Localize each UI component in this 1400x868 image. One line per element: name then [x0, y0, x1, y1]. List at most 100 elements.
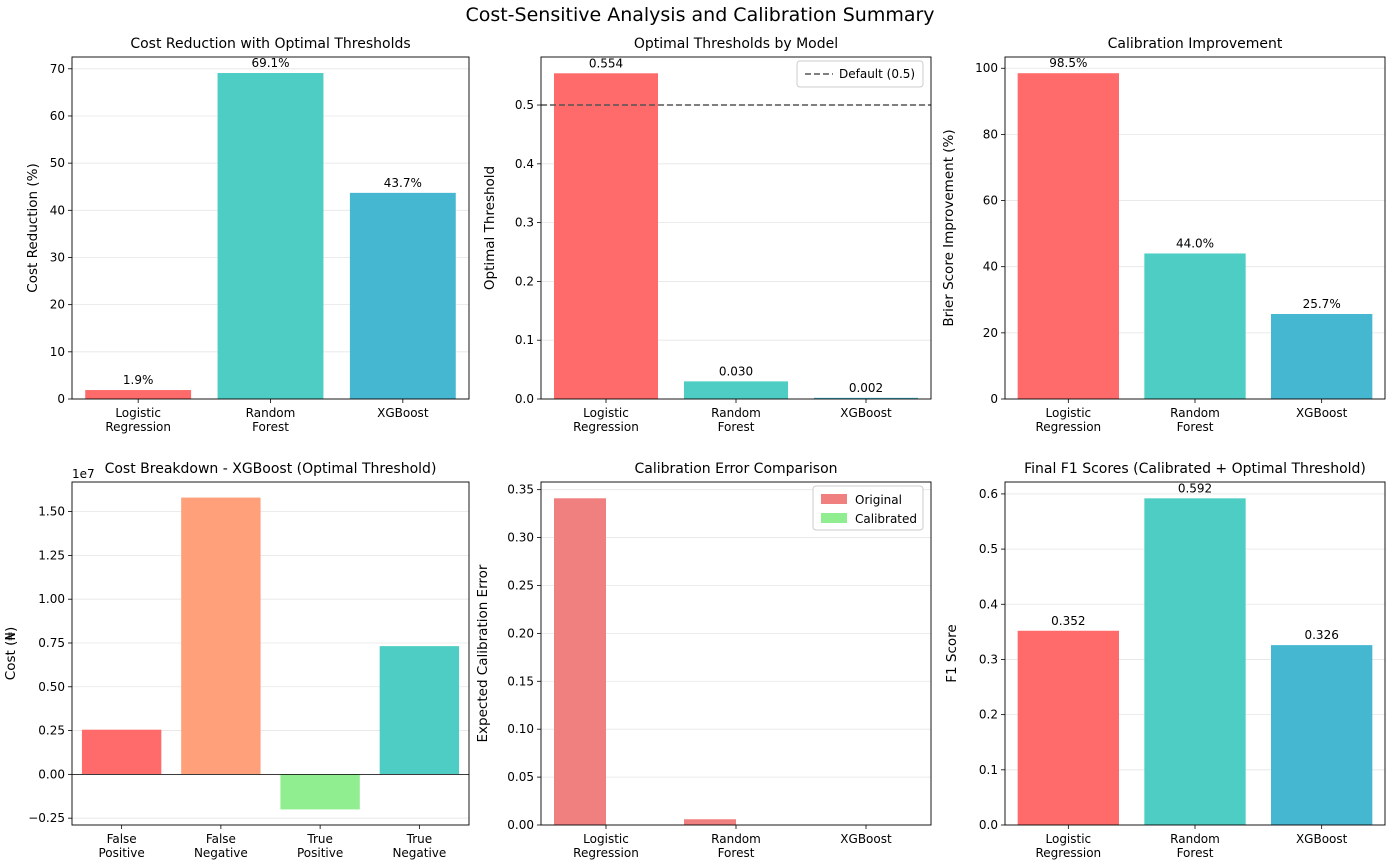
y-tick-label: 0.05: [507, 770, 534, 784]
y-tick-label: 80: [983, 127, 998, 141]
x-tick-label: Random Forest: [1170, 832, 1220, 860]
bar-false-positive: [81, 729, 162, 775]
y-tick-label: 0.1: [979, 763, 998, 777]
legend-label: Calibrated: [855, 512, 917, 526]
data-label: 43.7%: [384, 176, 422, 190]
y-tick-label: 1.50: [38, 505, 65, 519]
bar-true-positive: [280, 774, 360, 810]
y-tick-label: 0.20: [507, 626, 534, 640]
y-tick-label: 10: [50, 345, 65, 359]
y-tick-label: 0.4: [979, 597, 998, 611]
y-axis-label: Expected Calibration Error: [475, 564, 491, 742]
y-tick-label: 0.30: [507, 531, 534, 545]
data-label: 1.9%: [123, 373, 154, 387]
x-tick-label: XGBoost: [377, 406, 429, 420]
panel-title: Cost Reduction with Optimal Thresholds: [130, 36, 410, 52]
x-tick-label: True Negative: [392, 832, 446, 860]
axes-frame: [71, 481, 470, 826]
bar-xgboost: [1271, 645, 1373, 825]
y-tick-label: 40: [983, 260, 998, 274]
y-tick-label: 0: [57, 392, 65, 406]
y-tick-label: 60: [50, 109, 65, 123]
bar-xgboost: [349, 192, 456, 399]
data-label: 25.7%: [1303, 297, 1341, 311]
bar-random-forest: [684, 381, 788, 399]
x-tick-label: Logistic Regression: [573, 406, 639, 434]
y-tick-label: 70: [50, 62, 65, 76]
figure-title: Cost-Sensitive Analysis and Calibration …: [465, 4, 935, 26]
axes-frame: [1004, 481, 1386, 826]
bar-original-random-forest: [684, 819, 736, 825]
y-tick-label: 0.5: [515, 98, 534, 112]
x-tick-label: XGBoost: [840, 832, 892, 846]
panel-title: Final F1 Scores (Calibrated + Optimal Th…: [1024, 461, 1366, 477]
y-tick-label: 0.25: [507, 578, 534, 592]
data-label: 69.1%: [251, 56, 289, 70]
panel-title: Calibration Improvement: [1108, 36, 1283, 52]
bar-random-forest: [217, 73, 324, 399]
x-tick-label: Logistic Regression: [105, 406, 171, 434]
axes-frame: [540, 56, 932, 400]
x-tick-label: Logistic Regression: [1036, 832, 1102, 860]
x-tick-label: Logistic Regression: [573, 832, 639, 860]
legend-swatch: [821, 513, 847, 523]
legend-label: Default (0.5): [839, 67, 915, 81]
y-tick-label: 0.25: [38, 724, 65, 738]
x-tick-label: Random Forest: [246, 406, 296, 434]
y-tick-label: 0.1: [515, 333, 534, 347]
bar-random-forest: [1144, 253, 1246, 399]
panel-3: Calibration Improvement 0 20 40 60 80 100 Brier…: [941, 36, 1386, 434]
panel-2: Optimal Thresholds by Model 0.0 0.1 0.2 0.3 0…: [482, 36, 932, 434]
y-tick-label: 0.15: [507, 674, 534, 688]
y-tick-label: 0.2: [515, 274, 534, 288]
y-tick-label: 20: [983, 326, 998, 340]
data-label: 0.554: [589, 56, 623, 70]
y-tick-label: 0.2: [979, 708, 998, 722]
data-label: 0.352: [1051, 614, 1085, 628]
data-label: 44.0%: [1176, 236, 1214, 250]
y-axis-label: Cost (₦): [3, 627, 19, 680]
x-tick-label: False Positive: [98, 832, 144, 860]
y-axis-label: F1 Score: [944, 624, 960, 682]
x-tick-label: Random Forest: [711, 406, 761, 434]
y-tick-label: 100: [975, 61, 998, 75]
y-tick-label: 40: [50, 203, 65, 217]
y-tick-label: 0.5: [979, 542, 998, 556]
bar-xgboost: [814, 397, 918, 399]
legend-swatch: [821, 494, 847, 504]
panel-title: Optimal Thresholds by Model: [634, 36, 838, 52]
y-tick-label: 0.35: [507, 483, 534, 497]
x-tick-label: XGBoost: [1296, 832, 1348, 846]
x-tick-label: XGBoost: [1296, 406, 1348, 420]
bar-logistic-regression: [1017, 73, 1119, 399]
y-tick-label: 0.4: [515, 157, 534, 171]
bar-random-forest: [1144, 498, 1246, 825]
panel-title: Cost Breakdown - XGBoost (Optimal Thresh…: [105, 461, 437, 477]
axes-frame: [1004, 56, 1386, 400]
y-tick-label: 0.00: [507, 818, 534, 832]
panel-1: Cost Reduction with Optimal Thresholds 0 1…: [25, 36, 470, 434]
panel-title: Calibration Error Comparison: [634, 461, 837, 477]
bar-xgboost: [1271, 313, 1373, 399]
y-tick-label: 0.3: [515, 216, 534, 230]
y-axis-label: Brier Score Improvement (%): [941, 129, 957, 326]
data-label: 0.002: [849, 381, 883, 395]
y-tick-label: 30: [50, 250, 65, 264]
y-tick-label: 0.3: [979, 652, 998, 666]
axes-frame: [71, 56, 470, 400]
y-tick-label: 50: [50, 156, 65, 170]
legend-box: [796, 60, 924, 88]
panel-5: Calibration Error Comparison 0.00 0.05 0.10…: [475, 461, 932, 860]
data-label: 0.326: [1304, 628, 1338, 642]
data-label: 0.592: [1178, 481, 1212, 495]
y-axis-label: Cost Reduction (%): [25, 163, 41, 292]
y-tick-label: 60: [983, 194, 998, 208]
y-tick-label: 0.0: [979, 818, 998, 832]
panel-6: Final F1 Scores (Calibrated + Optimal Th…: [944, 461, 1386, 860]
x-tick-label: XGBoost: [840, 406, 892, 420]
data-label: 0.030: [719, 364, 753, 378]
x-tick-label: Logistic Regression: [1036, 406, 1102, 434]
y-tick-label: 20: [50, 298, 65, 312]
bar-true-negative: [379, 646, 460, 775]
